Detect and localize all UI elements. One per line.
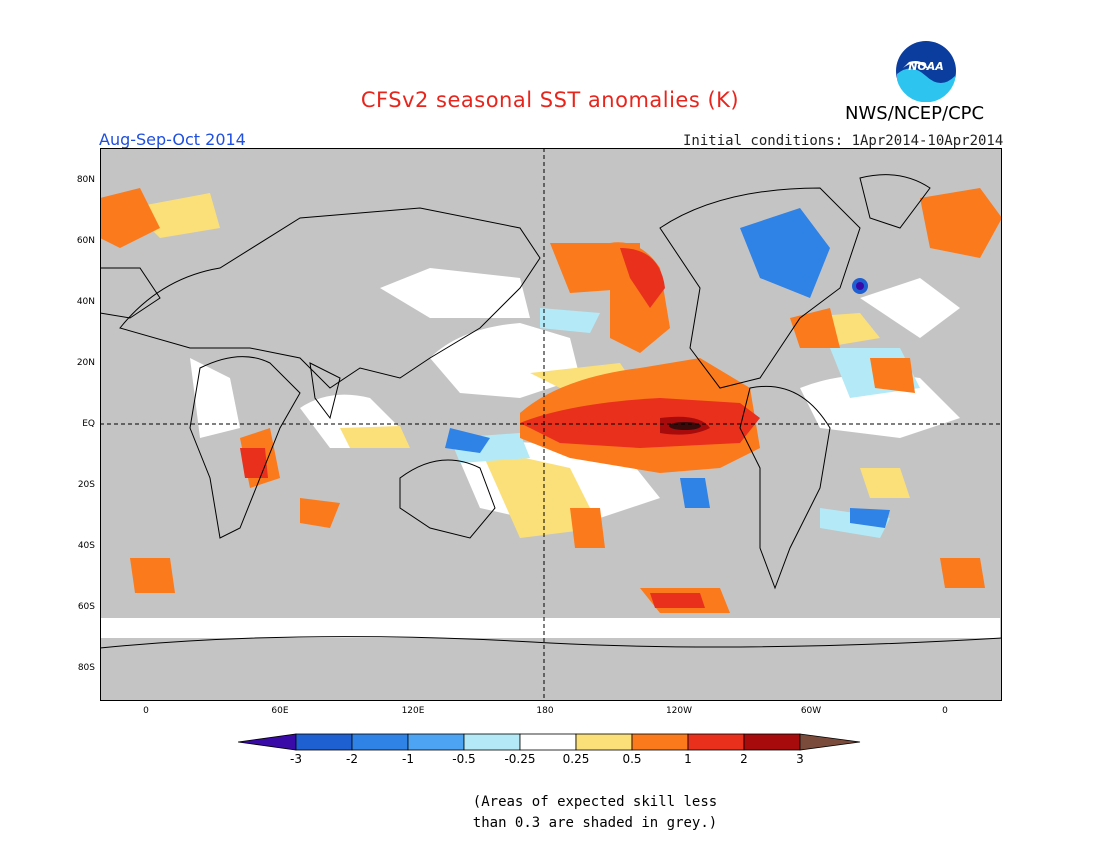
coastlines — [99, 174, 1003, 649]
noaa-logo: NOAA — [895, 40, 957, 106]
noaa-logo-text: NOAA — [908, 60, 944, 73]
colorbar-tick: 0.25 — [562, 752, 590, 766]
chart-title: CFSv2 seasonal SST anomalies (K) — [360, 88, 740, 112]
colorbar-tick: 3 — [796, 752, 804, 766]
colorbar-tick: -0.25 — [504, 752, 536, 766]
lon-label-60w: 60W — [800, 706, 822, 716]
skill-note: (Areas of expected skill less than 0.3 a… — [460, 792, 730, 834]
skill-note-line-2: than 0.3 are shaded in grey.) — [472, 815, 718, 831]
season-label: Aug-Sep-Oct 2014 — [99, 130, 246, 149]
lat-label-80n: 80N — [76, 175, 95, 185]
lon-label-0-east: 0 — [942, 706, 948, 716]
lat-label-80s: 80S — [77, 663, 95, 673]
strong-warm-anomaly-regions — [240, 248, 760, 608]
colorbar-tick: -2 — [346, 752, 358, 766]
initial-conditions-label: Initial conditions: 1Apr2014-10Apr2014 — [683, 133, 1004, 149]
lon-label-180: 180 — [536, 706, 554, 716]
colorbar-tick: 1 — [684, 752, 692, 766]
lat-label-20s: 20S — [77, 480, 95, 490]
lon-label-120e: 120E — [401, 706, 425, 716]
lat-label-20n: 20N — [76, 358, 95, 368]
sst-anomaly-map — [99, 148, 1003, 701]
lat-label-40n: 40N — [76, 297, 95, 307]
skill-note-line-1: (Areas of expected skill less — [472, 794, 718, 810]
lat-label-eq: EQ — [82, 419, 95, 429]
agency-label: NWS/NCEP/CPC — [845, 103, 985, 124]
colorbar-high-arrow — [799, 733, 861, 751]
lat-label-60n: 60N — [76, 236, 95, 246]
colorbar-low-arrow — [237, 733, 297, 751]
colorbar-tick: -3 — [290, 752, 302, 766]
lon-label-0: 0 — [143, 706, 149, 716]
lat-label-60s: 60S — [77, 602, 95, 612]
lon-label-60e: 60E — [271, 706, 289, 716]
colorbar-tick: -1 — [402, 752, 414, 766]
colorbar-tick: 2 — [740, 752, 748, 766]
colorbar — [237, 732, 862, 756]
colorbar-tick: -0.5 — [452, 752, 476, 766]
lat-label-40s: 40S — [77, 541, 95, 551]
colorbar-tick: 0.5 — [622, 752, 642, 766]
lon-label-120w: 120W — [665, 706, 693, 716]
